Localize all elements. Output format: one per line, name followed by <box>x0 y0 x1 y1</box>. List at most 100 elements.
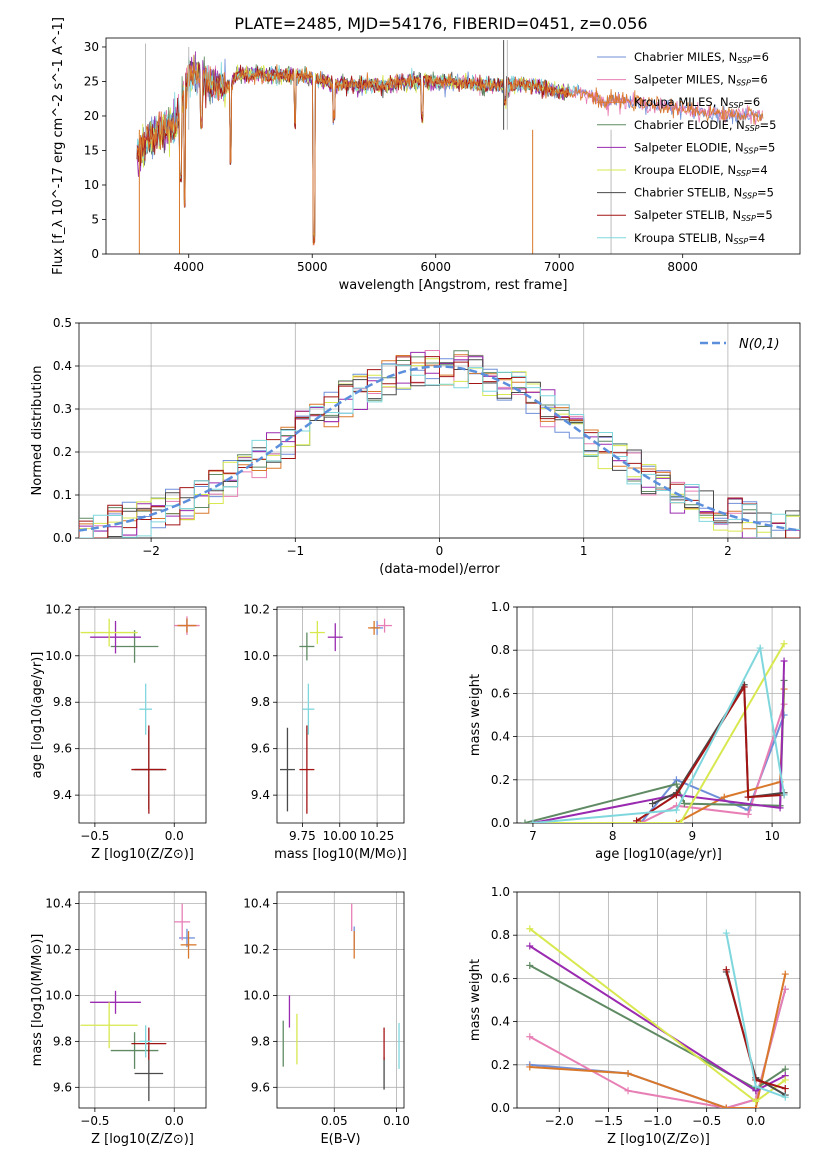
error-bars <box>80 616 200 814</box>
legend-label: Chabrier ELODIE, NSSP=5 <box>634 118 776 133</box>
y-tick-label: 10.4 <box>45 896 72 910</box>
series-marker <box>752 1104 760 1108</box>
y-tick-label: 0.2 <box>491 773 510 787</box>
series-lines <box>521 640 788 823</box>
series-marker <box>672 806 680 814</box>
legend-label: Salpeter ELODIE, NSSP=5 <box>634 140 775 155</box>
series-marker <box>526 961 534 969</box>
x-tick-label: 0.0 <box>746 1114 765 1128</box>
x-axis-label: wavelength [Angstrom, rest frame] <box>339 278 568 293</box>
y-tick-label: 9.4 <box>53 788 72 802</box>
x-tick-label: 5000 <box>297 260 328 274</box>
x-tick-label: −2 <box>142 544 160 558</box>
y-tick-label: 0.4 <box>491 730 510 744</box>
y-tick-label: 0.2 <box>491 1058 510 1072</box>
x-tick-label: 0.10 <box>383 1114 410 1128</box>
y-tick-label: 0 <box>91 247 99 261</box>
mass-vs-metallicity-panel: −0.5 0.0 9.6 9.8 10.0 10.2 10.4 Z [log10(Z/Z⊙)]… <box>30 891 207 1147</box>
y-axis-label: mass weight <box>468 959 483 1041</box>
series-marker <box>676 819 684 823</box>
series-marker <box>744 810 752 818</box>
y-tick-label: 0.0 <box>53 531 72 545</box>
y-tick-label: 0.4 <box>53 359 72 373</box>
axes-frame <box>516 606 801 824</box>
legend-label: Salpeter MILES, NSSP=6 <box>634 73 768 88</box>
x-tick-label: 7000 <box>544 260 575 274</box>
series-marker <box>722 929 730 937</box>
y-tick-label: 20 <box>84 109 99 123</box>
series-marker <box>526 925 534 933</box>
x-tick-label: −0.5 <box>692 1114 721 1128</box>
legend-label: Kroupa STELIB, NSSP=4 <box>634 231 765 246</box>
y-tick-label: 10.4 <box>243 896 270 910</box>
series-marker <box>781 1065 789 1073</box>
histogram-step <box>79 363 800 538</box>
series-marker <box>752 1082 760 1090</box>
series-marker <box>720 793 728 801</box>
y-tick-label: 9.6 <box>251 742 270 756</box>
y-tick-label: 10.2 <box>243 942 270 956</box>
spectrum-lines <box>136 40 764 254</box>
y-tick-label: 0.2 <box>53 445 72 459</box>
error-bars <box>282 903 400 1090</box>
series-marker <box>526 1033 534 1041</box>
histograms <box>79 350 800 538</box>
y-tick-label: 30 <box>84 40 99 54</box>
series-line <box>529 973 787 1108</box>
series-marker <box>526 1063 534 1071</box>
legend-label: Chabrier MILES, NSSP=6 <box>634 50 769 65</box>
x-tick-label: −1 <box>286 544 304 558</box>
x-tick-label: 8000 <box>667 260 698 274</box>
x-axis-label: Z [log10(Z/Z⊙)] <box>91 1132 194 1147</box>
series-marker <box>752 1098 760 1106</box>
legend-label: Salpeter STELIB, NSSP=5 <box>634 208 773 223</box>
y-tick-label: 10.2 <box>243 602 270 616</box>
y-tick-label: 25 <box>84 74 99 88</box>
x-tick-label: −1.0 <box>643 1114 672 1128</box>
y-tick-label: 0.3 <box>53 402 72 416</box>
axes-frame <box>276 891 405 1109</box>
y-axis-label: Normed distribution <box>30 366 45 496</box>
x-axis-label: age [log10(age/yr)] <box>595 847 722 862</box>
spectrum-line <box>136 54 764 246</box>
series-marker <box>672 819 680 823</box>
x-tick-label: 4000 <box>173 260 204 274</box>
axes-frame <box>78 606 207 824</box>
y-tick-label: 0.4 <box>491 1015 510 1029</box>
series-marker <box>672 780 680 788</box>
y-tick-label: 0.8 <box>491 928 510 942</box>
y-tick-label: 10.0 <box>243 649 270 663</box>
y-axis-label: mass weight <box>468 674 483 756</box>
series-marker <box>526 942 534 950</box>
x-tick-label: 6000 <box>420 260 451 274</box>
y-tick-label: 10.2 <box>45 602 72 616</box>
x-tick-label: −0.5 <box>80 1114 109 1128</box>
series-marker <box>780 640 788 648</box>
y-tick-label: 0.0 <box>491 1101 510 1115</box>
y-tick-label: 10 <box>84 178 99 192</box>
series-marker <box>740 683 748 691</box>
x-tick-label: −2.0 <box>545 1114 574 1128</box>
residuals-panel: −2 −1 0 1 2 0.0 0.1 0.2 0.3 0.4 0.5 (data-model)/er… <box>30 316 801 577</box>
series-marker <box>633 817 641 823</box>
y-tick-label: 0.0 <box>491 816 510 830</box>
series-marker <box>781 1085 789 1093</box>
x-tick-label: 10.25 <box>360 829 394 843</box>
y-tick-label: 9.8 <box>53 1034 72 1048</box>
y-tick-label: 0.8 <box>491 643 510 657</box>
y-tick-label: 10.2 <box>45 942 72 956</box>
y-tick-label: 10.0 <box>45 649 72 663</box>
axes-frame <box>105 37 801 255</box>
axes-frame <box>78 322 801 539</box>
y-tick-label: 1.0 <box>491 600 510 614</box>
x-axis-label: Z [log10(Z/Z⊙)] <box>607 1132 710 1147</box>
legend-label: Kroupa ELODIE, NSSP=4 <box>634 163 768 178</box>
x-tick-label: 9 <box>689 829 697 843</box>
x-axis-label: (data-model)/error <box>379 562 500 577</box>
figure-title: PLATE=2485, MJD=54176, FIBERID=0451, z=0… <box>234 14 647 33</box>
mass-vs-ebv-panel: 0.05 0.10 9.6 9.8 10.0 10.2 10.4 E(B-V) <box>243 891 410 1147</box>
x-axis-label: mass [log10(M/M⊙)] <box>274 847 407 862</box>
error-bars <box>80 903 197 1102</box>
y-tick-label: 0.6 <box>491 971 510 985</box>
